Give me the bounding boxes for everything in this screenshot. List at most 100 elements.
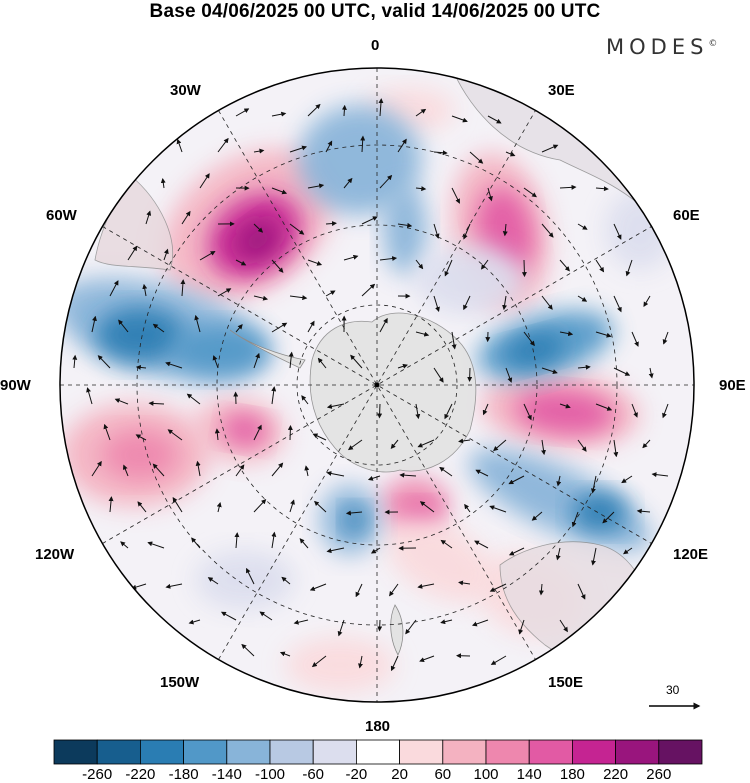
wind-vector [433, 223, 440, 239]
lon-label-90w: 90W [0, 377, 31, 394]
wind-vector [241, 643, 255, 657]
wind-vector [577, 439, 587, 452]
wind-vector [135, 434, 147, 441]
colorbar [53, 739, 703, 765]
wind-vectors [72, 98, 669, 672]
map-border [59, 67, 695, 703]
wind-vector [235, 324, 243, 333]
wind-vector [108, 496, 114, 513]
wind-vector [636, 508, 651, 514]
wind-vector [440, 619, 453, 625]
lon-label-120e: 120E [673, 546, 709, 563]
wind-vector [217, 137, 229, 153]
wind-vector [502, 223, 508, 237]
wind-vector [390, 655, 399, 672]
lon-label-30e: 30E [548, 82, 575, 99]
wind-vector [271, 531, 277, 549]
colorbar-tick-label: -260 [82, 766, 113, 783]
meridian-line [218, 110, 536, 660]
wind-vector [508, 475, 525, 485]
wind-vector [474, 540, 489, 549]
wind-vector [399, 472, 417, 478]
wind-vector [481, 259, 489, 270]
colorbar-swatch [399, 739, 444, 765]
wind-vector [367, 475, 381, 481]
wind-vector [463, 223, 471, 240]
wind-vector [345, 510, 363, 516]
wind-vector [559, 331, 574, 337]
wind-vector [559, 403, 571, 409]
wind-vector [490, 655, 507, 665]
anomaly-blob [572, 492, 628, 532]
wind-vector [137, 501, 147, 513]
wind-vector [415, 403, 421, 420]
wind-vector [417, 439, 435, 448]
wind-vector [361, 283, 376, 297]
wind-vector [493, 439, 507, 452]
wind-vector [559, 259, 570, 272]
wind-vector [489, 505, 507, 513]
wind-vector [642, 439, 651, 449]
anomaly-blob [605, 190, 675, 270]
lon-label-30w: 30W [170, 82, 201, 99]
wind-vector [463, 295, 471, 311]
anomaly-blob [385, 517, 495, 603]
wind-vector [91, 460, 102, 477]
meridian-line [102, 226, 652, 544]
anomaly-blob [298, 105, 422, 215]
wind-vector [662, 403, 669, 419]
wind-vector [271, 462, 284, 477]
lon-label-60w: 60W [46, 207, 77, 224]
wind-vector [212, 355, 219, 369]
wind-vector [271, 111, 287, 117]
wind-vector [195, 460, 201, 477]
wind-vector [370, 547, 381, 554]
wind-vector [347, 439, 363, 451]
wind-vector [253, 499, 267, 513]
wind-vector [72, 354, 78, 369]
wind-vector [631, 403, 638, 418]
wind-vector [186, 393, 201, 405]
lon-label-150w: 150W [160, 674, 200, 691]
wind-vector [176, 138, 183, 153]
wind-vector [458, 438, 471, 444]
colorbar-swatch [572, 739, 617, 765]
wind-vector [389, 583, 399, 597]
wind-vector [199, 250, 216, 261]
wind-vector [234, 532, 240, 549]
wind-vector [293, 619, 309, 625]
land-masses [94, 68, 694, 667]
wind-vector [289, 145, 308, 153]
wind-vector [577, 295, 588, 302]
colorbar-swatch [658, 739, 703, 765]
wind-vector [271, 187, 288, 195]
wind-vector [122, 464, 129, 477]
wind-vector [590, 475, 597, 494]
colorbar-tick-label: -100 [254, 766, 286, 783]
wind-vector [417, 583, 435, 589]
wind-vector [235, 259, 247, 266]
anomaly-blob [415, 245, 525, 315]
wind-vector [577, 583, 586, 600]
wind-vector [405, 619, 417, 635]
wind-vector [103, 423, 111, 441]
wind-vector [188, 619, 201, 625]
colorbar-tick-label: 100 [473, 766, 499, 783]
meridian-line [218, 110, 536, 660]
colorbar-swatch [183, 739, 228, 765]
colorbar-swatch [615, 739, 660, 765]
wind-vector [311, 655, 327, 668]
wind-vector [415, 331, 430, 337]
wind-vector [419, 655, 435, 663]
anomaly-blob [95, 307, 185, 363]
wind-vector [152, 463, 165, 477]
wind-vector [207, 577, 219, 585]
wind-vector [253, 295, 269, 301]
antarctic-peninsula [229, 329, 306, 369]
wind-vector [235, 464, 245, 477]
wind-vector [325, 221, 337, 227]
wind-vector [199, 173, 210, 189]
wind-vector [451, 187, 460, 204]
wind-vector [194, 314, 201, 333]
wind-vector [350, 354, 363, 369]
